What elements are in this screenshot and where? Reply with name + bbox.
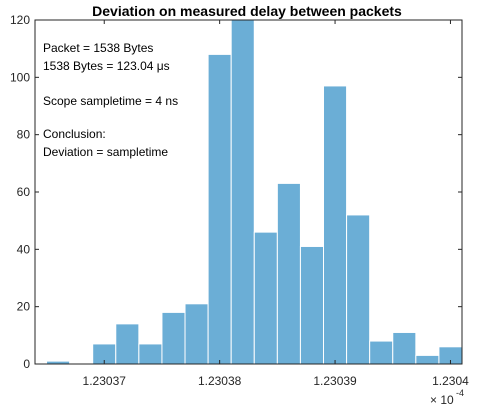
histogram-bar bbox=[161, 311, 186, 365]
x-tick-label: 1.2304 bbox=[432, 374, 469, 388]
histogram-bar bbox=[369, 340, 394, 365]
x-tick-label: 1.23039 bbox=[313, 374, 357, 388]
y-tick-label: 60 bbox=[17, 185, 31, 199]
x-scale-exponent: -4 bbox=[456, 388, 464, 398]
histogram-bar bbox=[115, 323, 140, 365]
annotation-conclusion-heading: Conclusion: bbox=[43, 127, 106, 141]
chart-title: Deviation on measured delay between pack… bbox=[92, 3, 402, 19]
histogram-bar bbox=[276, 182, 301, 365]
y-tick-label: 100 bbox=[10, 70, 30, 84]
histogram-bar bbox=[184, 303, 209, 365]
histogram-bar bbox=[299, 245, 325, 365]
bars-group bbox=[46, 19, 463, 365]
annotation-sampletime: Scope sampletime = 4 ns bbox=[43, 94, 178, 108]
annotation-packet-duration: 1538 Bytes = 123.04 μs bbox=[43, 59, 170, 73]
annotation-conclusion: Deviation = sampletime bbox=[43, 145, 168, 159]
histogram-bar bbox=[230, 19, 255, 365]
y-tick-label: 120 bbox=[10, 13, 30, 27]
y-tick-label: 0 bbox=[23, 357, 30, 371]
x-tick-label: 1.23038 bbox=[198, 374, 242, 388]
y-tick-label: 20 bbox=[17, 300, 31, 314]
x-scale-label: × 10 bbox=[430, 393, 454, 407]
y-tick-label: 40 bbox=[17, 242, 31, 256]
histogram-bar bbox=[138, 343, 163, 365]
annotations-group: Packet = 1538 Bytes 1538 Bytes = 123.04 … bbox=[43, 41, 178, 159]
ticks-group: 0 20 40 60 80 100 120 1.23037 1.23038 1.23039 1.23… bbox=[10, 13, 469, 388]
histogram-bar bbox=[392, 331, 417, 365]
histogram-bar bbox=[207, 53, 232, 365]
y-tick-label: 80 bbox=[17, 128, 31, 142]
annotation-packet-size: Packet = 1538 Bytes bbox=[43, 41, 153, 55]
histogram-bar bbox=[346, 214, 371, 365]
histogram-bar bbox=[253, 231, 278, 365]
x-tick-label: 1.23037 bbox=[83, 374, 127, 388]
histogram-bar bbox=[323, 85, 348, 365]
histogram-bar bbox=[415, 354, 440, 365]
